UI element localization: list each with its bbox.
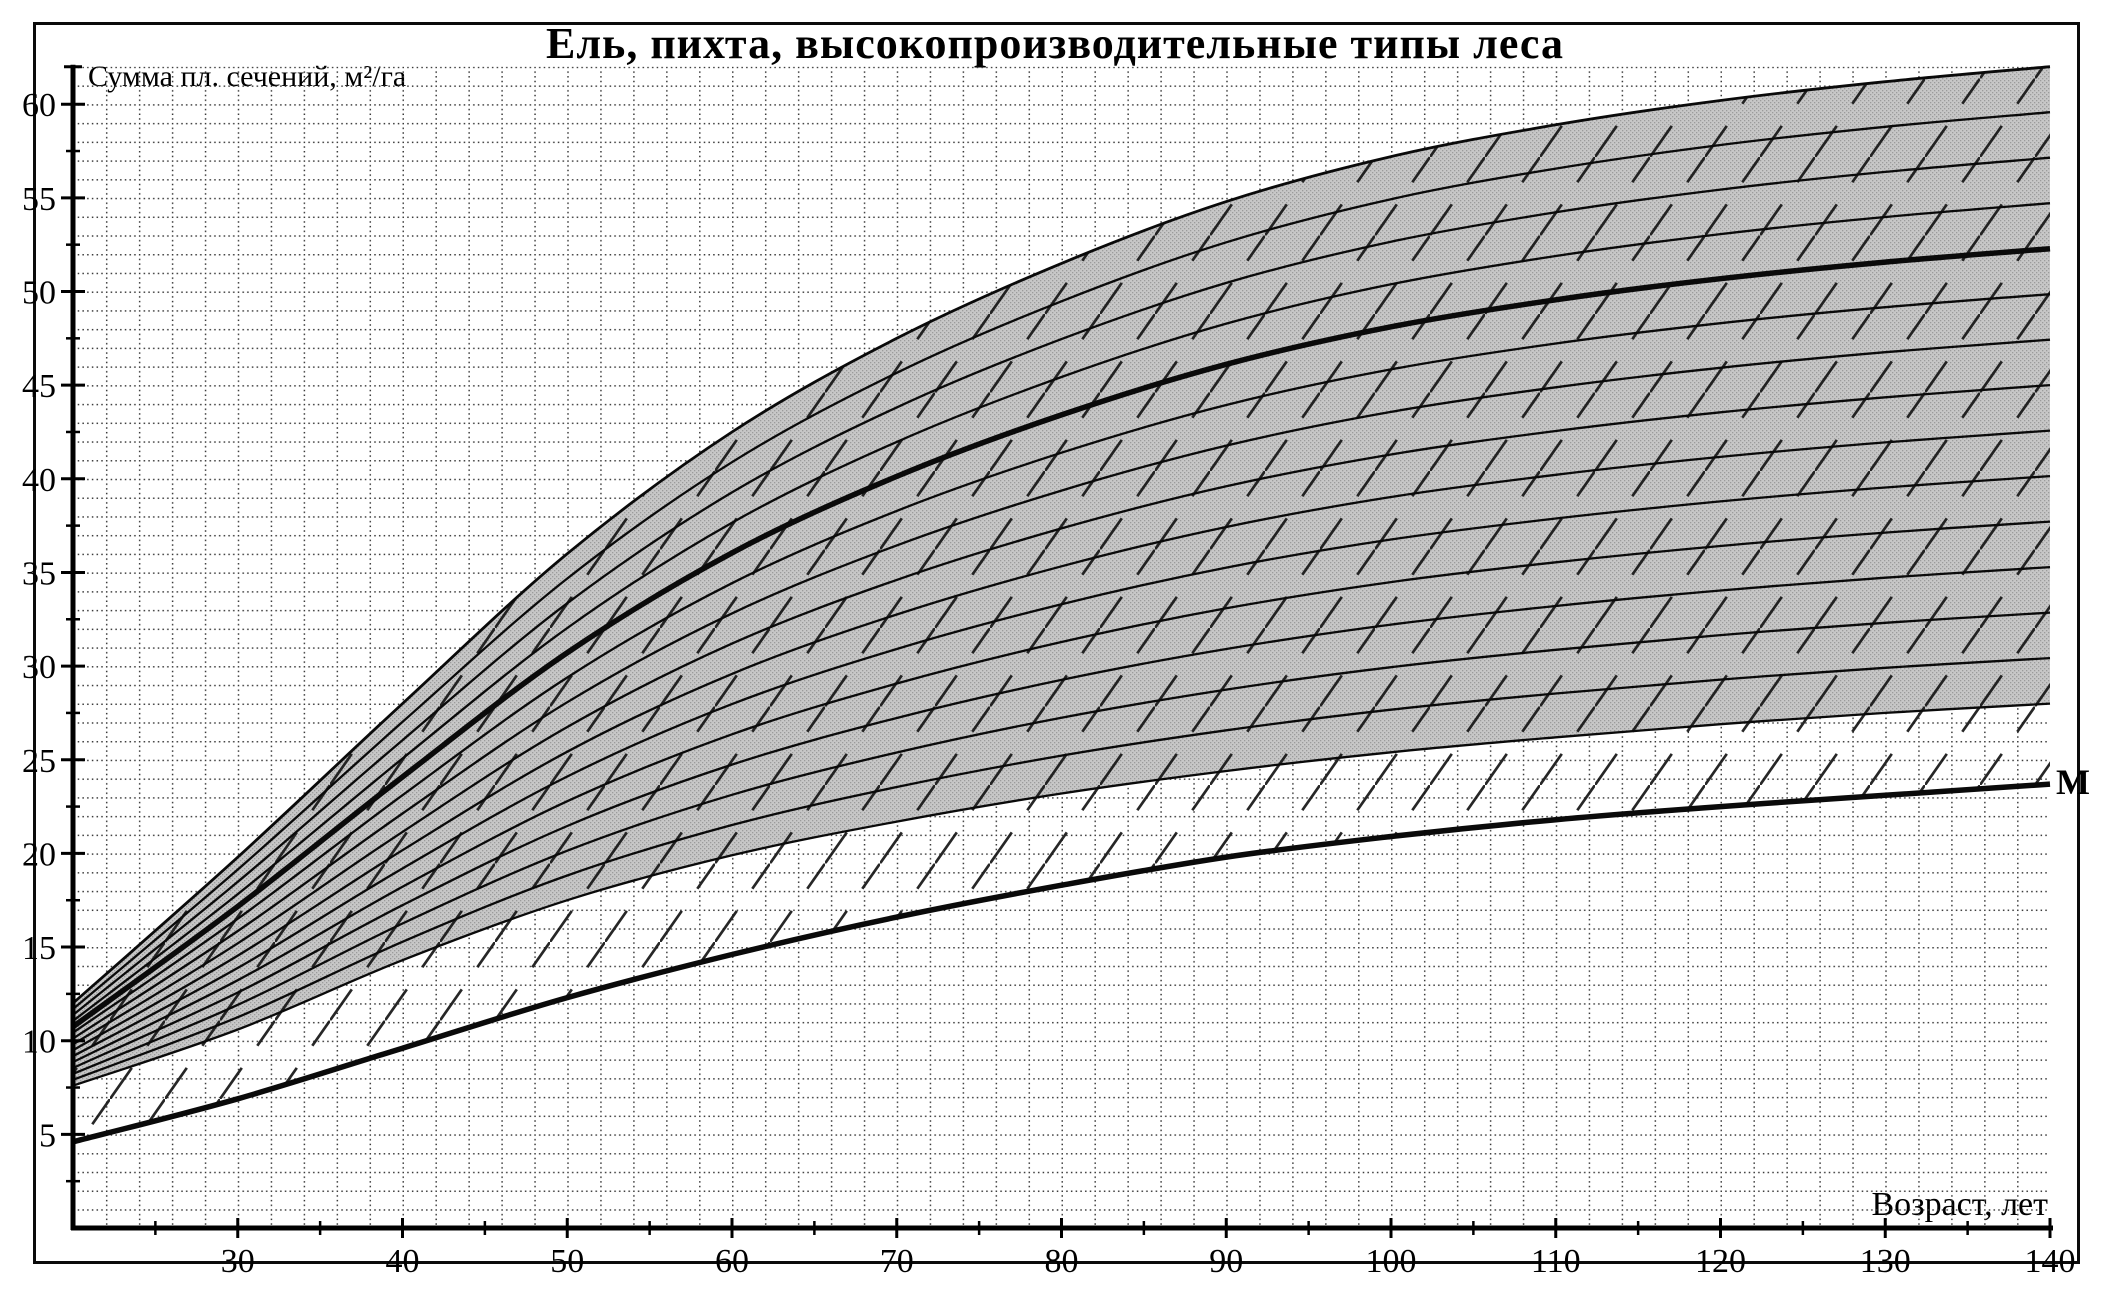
bold-mean-curve <box>71 245 2051 1030</box>
x-tick-label: 140 <box>2025 1243 2076 1280</box>
fan-curve <box>72 338 2051 1040</box>
x-tick-label: 40 <box>386 1243 420 1280</box>
fan-curves <box>71 65 2051 1087</box>
fan-curve <box>72 202 2051 1022</box>
x-tick-labels: 30 40 50 60 70 80 90 100 110 120 130 140 <box>221 1243 2076 1280</box>
page-border <box>33 22 2080 1264</box>
fan-curve <box>72 156 2051 1016</box>
y-tick-label: 55 <box>22 181 56 218</box>
fan-curve <box>72 565 2051 1070</box>
x-tick-label: 30 <box>221 1243 255 1280</box>
fan-curve <box>72 429 2051 1052</box>
fan-curve <box>72 111 2051 1010</box>
m-curve-group <box>72 781 2051 1145</box>
x-tick-label: 90 <box>1209 1243 1243 1280</box>
y-tick-label: 35 <box>22 555 56 592</box>
x-tick-label: 130 <box>1860 1243 1911 1280</box>
x-tick-label: 100 <box>1366 1243 1417 1280</box>
y-tick-label: 40 <box>22 462 56 499</box>
y-tick-label: 50 <box>22 275 56 312</box>
m-label-group: M <box>2056 762 2090 802</box>
fan-curve <box>72 611 2051 1075</box>
fan-curve <box>72 474 2051 1058</box>
x-tick-label: 50 <box>550 1243 584 1280</box>
y-tick-label: 30 <box>22 649 56 686</box>
y-tick-label: 45 <box>22 368 56 405</box>
shaded-band <box>73 66 2050 1086</box>
x-tick-label: 80 <box>1045 1243 1079 1280</box>
y-tick-label: 60 <box>22 87 56 124</box>
y-ticks <box>61 65 85 1183</box>
y-tick-label: 10 <box>22 1024 56 1061</box>
x-tick-label: 60 <box>715 1243 749 1280</box>
y-tick-label: 25 <box>22 743 56 780</box>
y-tick-label: 15 <box>22 930 56 967</box>
x-tick-label: 70 <box>880 1243 914 1280</box>
fan-curve <box>72 520 2051 1064</box>
x-tick-label: 110 <box>1531 1243 1581 1280</box>
y-tick-label: 5 <box>39 1117 56 1154</box>
fan-curve <box>72 656 2051 1081</box>
fan-curve <box>72 65 2051 1005</box>
chart-title: Ель, пихта, высокопроизводительные типы … <box>546 19 1564 68</box>
m-curve-end-label: M <box>2056 762 2090 802</box>
fan-curve <box>72 383 2051 1046</box>
y-tick-labels: 5 10 15 20 25 30 35 40 45 50 55 60 <box>22 87 56 1154</box>
hatched-wedge <box>73 703 2050 1142</box>
m-curve <box>72 781 2051 1145</box>
y-tick-label: 20 <box>22 836 56 873</box>
fan-curve <box>72 293 2051 1034</box>
x-tick-label: 120 <box>1695 1243 1746 1280</box>
x-ticks <box>154 1218 2052 1238</box>
fan-curve <box>72 702 2051 1087</box>
